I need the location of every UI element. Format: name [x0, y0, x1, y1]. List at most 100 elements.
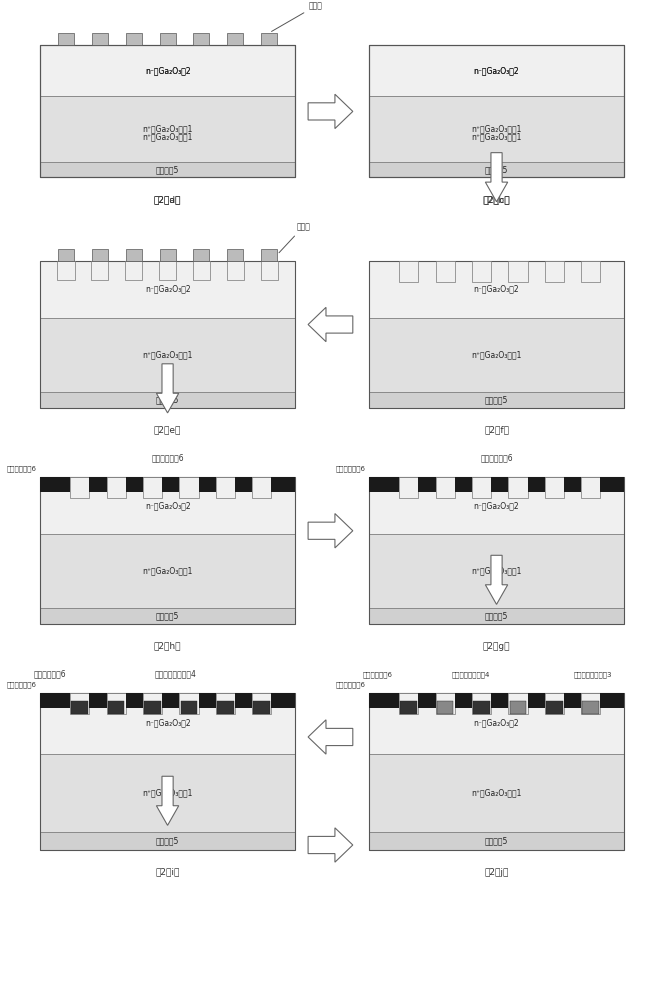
Bar — [40, 392, 295, 408]
Text: n⁺型Ga₂O₃衬底1: n⁺型Ga₂O₃衬底1 — [471, 350, 522, 359]
Bar — [40, 45, 295, 177]
Text: n⁺型Ga₂O₃衬底1: n⁺型Ga₂O₃衬底1 — [142, 566, 192, 575]
Bar — [399, 693, 418, 714]
Bar — [252, 477, 272, 498]
Text: 高功函数阳极电极4: 高功函数阳极电极4 — [452, 671, 490, 678]
Bar — [40, 45, 295, 177]
Bar — [215, 693, 235, 714]
Bar — [260, 261, 277, 280]
Text: 高功函数阳极电极4: 高功函数阳极电极4 — [155, 669, 196, 678]
Bar — [40, 477, 295, 624]
Bar — [418, 477, 436, 492]
Bar — [581, 261, 600, 282]
Bar — [600, 477, 624, 492]
Polygon shape — [308, 720, 353, 754]
Bar — [545, 261, 564, 282]
Bar — [40, 477, 70, 492]
Text: n⁺型Ga₂O₃衬底1: n⁺型Ga₂O₃衬底1 — [142, 350, 192, 359]
Text: 图2（j）: 图2（j） — [484, 868, 509, 877]
Text: n⁺型Ga₂O₃衬底1: n⁺型Ga₂O₃衬底1 — [142, 125, 192, 134]
Bar — [40, 832, 295, 850]
Bar — [369, 261, 624, 318]
Bar — [252, 693, 272, 714]
Bar — [272, 693, 295, 708]
Bar — [508, 477, 527, 498]
Bar — [399, 477, 418, 498]
Text: 光刻胶: 光刻胶 — [279, 222, 310, 253]
Bar — [126, 33, 142, 45]
Bar — [227, 249, 243, 261]
Bar — [473, 701, 490, 714]
Text: 有机铁电介质6: 有机铁电介质6 — [362, 671, 392, 678]
Bar — [581, 693, 600, 714]
Bar — [564, 693, 581, 708]
Bar — [369, 693, 399, 708]
Text: 阴极电极5: 阴极电极5 — [485, 165, 508, 174]
Text: 图2（e）: 图2（e） — [154, 426, 181, 435]
Bar — [179, 693, 198, 714]
Text: 图2（h）: 图2（h） — [154, 642, 181, 651]
Text: 有机铁电介质6: 有机铁电介质6 — [335, 465, 366, 472]
Bar — [564, 477, 581, 492]
Bar — [40, 477, 295, 534]
Text: n⁻型Ga₂O₃层2: n⁻型Ga₂O₃层2 — [145, 66, 190, 75]
Bar — [508, 693, 527, 714]
Bar — [92, 33, 108, 45]
Bar — [261, 249, 277, 261]
Bar — [369, 608, 624, 624]
Bar — [107, 693, 126, 714]
Polygon shape — [485, 153, 507, 202]
Bar — [70, 693, 90, 714]
Text: 有机铁电介质6: 有机铁电介质6 — [152, 453, 184, 462]
Bar — [181, 701, 197, 714]
Bar — [491, 477, 508, 492]
Bar — [583, 701, 599, 714]
Text: n⁺型Ga₂O₃衬底1: n⁺型Ga₂O₃衬底1 — [142, 789, 192, 798]
Bar — [198, 693, 215, 708]
Bar — [235, 477, 252, 492]
Polygon shape — [485, 555, 507, 604]
Text: 阴极电极5: 阴极电极5 — [485, 395, 508, 404]
Bar — [369, 693, 624, 850]
Bar — [217, 701, 234, 714]
Bar — [369, 96, 624, 162]
Bar — [369, 832, 624, 850]
Text: 有机铁电介质6: 有机铁电介质6 — [7, 681, 37, 688]
Bar — [40, 45, 295, 96]
Text: n⁻型Ga₂O₃层2: n⁻型Ga₂O₃层2 — [474, 719, 519, 728]
Bar — [369, 392, 624, 408]
Bar — [198, 477, 215, 492]
Bar — [369, 162, 624, 177]
Bar — [472, 693, 491, 714]
Bar — [491, 693, 508, 708]
Bar — [369, 477, 624, 534]
Bar — [40, 45, 295, 96]
Text: 图2（a）: 图2（a） — [154, 195, 181, 204]
Bar — [369, 318, 624, 392]
Polygon shape — [308, 514, 353, 548]
Bar — [194, 249, 210, 261]
Text: 低功函数阳极电极3: 低功函数阳极电极3 — [573, 671, 612, 678]
Bar — [40, 754, 295, 832]
Bar — [369, 45, 624, 177]
Bar — [436, 693, 455, 714]
Bar — [227, 261, 244, 280]
Bar — [261, 33, 277, 45]
Bar — [58, 249, 74, 261]
Text: 阴极电极5: 阴极电极5 — [156, 165, 179, 174]
Text: n⁺型Ga₂O₃衬底1: n⁺型Ga₂O₃衬底1 — [471, 125, 522, 134]
Bar — [369, 477, 399, 492]
Bar — [126, 477, 143, 492]
Bar — [472, 477, 491, 498]
Bar — [57, 261, 74, 280]
Bar — [159, 261, 176, 280]
Bar — [194, 33, 210, 45]
Bar — [369, 534, 624, 608]
Text: 有机铁电介质6: 有机铁电介质6 — [7, 465, 37, 472]
Bar — [162, 693, 179, 708]
Text: n⁻型Ga₂O₃层2: n⁻型Ga₂O₃层2 — [474, 285, 519, 294]
Polygon shape — [308, 828, 353, 862]
Bar — [71, 701, 88, 714]
Bar — [369, 261, 624, 408]
Bar — [144, 701, 161, 714]
